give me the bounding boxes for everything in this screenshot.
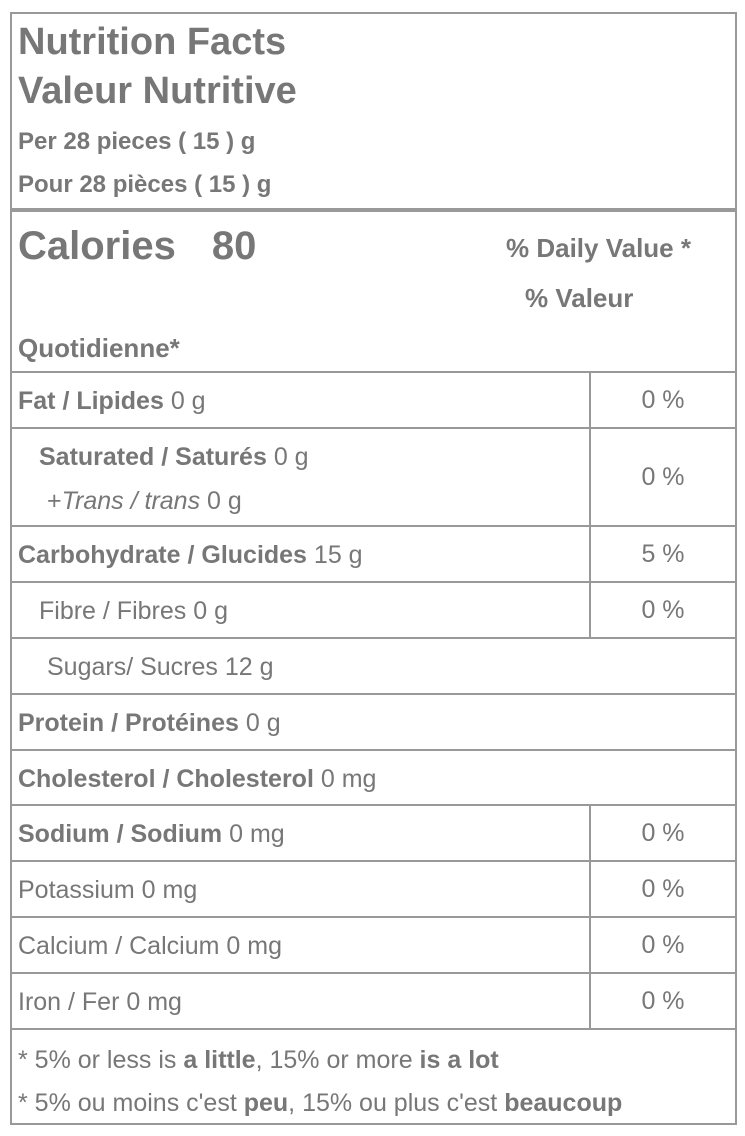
potassium-name: Potassium — [18, 876, 135, 904]
carbohydrate-amount: 15 g — [313, 541, 363, 569]
iron-name: Iron / Fer — [18, 988, 120, 1016]
potassium-amount: 0 mg — [141, 876, 198, 904]
nutrient-row-sodium: Sodium / Sodium 0 mg 0 % — [12, 804, 735, 860]
nutrient-row-fibre: Fibre / Fibres 0 g 0 % — [12, 581, 735, 637]
calories-label: Calories — [18, 224, 176, 268]
sodium-name: Sodium / Sodium — [18, 820, 223, 848]
trans-amount: 0 g — [207, 487, 242, 515]
carbohydrate-name: Carbohydrate / Glucides — [18, 541, 307, 569]
sodium-amount: 0 mg — [229, 820, 285, 848]
sodium-daily-value: 0 % — [589, 806, 735, 860]
calcium-amount: 0 mg — [226, 932, 282, 960]
nutrient-row-calcium: Calcium / Calcium 0 mg 0 % — [12, 916, 735, 972]
fibre-amount: 0 g — [193, 597, 228, 625]
nutrient-row-sugars: Sugars/ Sucres 12 g — [12, 637, 735, 693]
calcium-name: Calcium / Calcium — [18, 932, 220, 960]
footnote-french: * 5% ou moins c'est peu, 15% ou plus c'e… — [18, 1089, 623, 1117]
fat-name: Fat / Lipides — [18, 387, 164, 415]
title-english: Nutrition Facts — [18, 21, 287, 63]
nutrient-row-protein: Protein / Protéines 0 g — [12, 693, 735, 749]
title-french: Valeur Nutritive — [18, 70, 297, 112]
potassium-daily-value: 0 % — [589, 862, 735, 916]
carbohydrate-daily-value: 5 % — [589, 527, 735, 581]
nutrient-row-potassium: Potassium 0 mg 0 % — [12, 860, 735, 916]
calcium-daily-value: 0 % — [589, 918, 735, 972]
daily-value-heading-fr: % Valeur — [525, 283, 634, 313]
fibre-daily-value: 0 % — [589, 583, 735, 637]
calories-row: Calories 80 — [18, 220, 256, 272]
sugars-name: Sugars/ Sucres — [47, 653, 218, 681]
fat-amount: 0 g — [170, 387, 206, 415]
cholesterol-name: Cholesterol / Cholesterol — [18, 765, 314, 793]
nutrient-row-iron: Iron / Fer 0 mg 0 % — [12, 972, 735, 1028]
trans-prefix: + — [47, 487, 62, 515]
nutrient-row-fat: Fat / Lipides 0 g 0 % — [12, 371, 735, 427]
sugars-amount: 12 g — [224, 653, 274, 681]
trans-name: Trans / trans — [61, 487, 201, 515]
iron-amount: 0 mg — [126, 988, 182, 1016]
footnote-english: * 5% or less is a little, 15% or more is… — [18, 1046, 499, 1074]
cholesterol-amount: 0 mg — [320, 765, 377, 793]
serving-size-french: Pour 28 pièces ( 15 ) g — [18, 171, 272, 198]
nutrient-row-carbohydrate: Carbohydrate / Glucides 15 g 5 % — [12, 525, 735, 581]
thick-divider — [12, 208, 735, 212]
nutrition-facts-label: Nutrition Facts Valeur Nutritive Per 28 … — [10, 12, 737, 1125]
daily-value-heading-en: % Daily Value * — [506, 233, 691, 263]
saturated-amount: 0 g — [273, 443, 309, 471]
fat-daily-value: 0 % — [589, 373, 735, 427]
saturated-name: Saturated / Saturés — [39, 443, 267, 471]
iron-daily-value: 0 % — [589, 974, 735, 1028]
serving-size-english: Per 28 pieces ( 15 ) g — [18, 128, 256, 155]
calories-value: 80 — [211, 224, 257, 268]
footnote: * 5% or less is a little, 15% or more is… — [12, 1028, 735, 1123]
nutrient-row-cholesterol: Cholesterol / Cholesterol 0 mg — [12, 749, 735, 804]
nutrient-row-saturated-trans: Saturated / Saturés 0 g +Trans / trans 0… — [12, 427, 735, 525]
daily-value-heading-fr-cont: Quotidienne* — [18, 333, 180, 363]
saturated-trans-daily-value: 0 % — [589, 429, 735, 525]
protein-name: Protein / Protéines — [18, 709, 239, 737]
protein-amount: 0 g — [245, 709, 281, 737]
fibre-name: Fibre / Fibres — [39, 597, 187, 625]
